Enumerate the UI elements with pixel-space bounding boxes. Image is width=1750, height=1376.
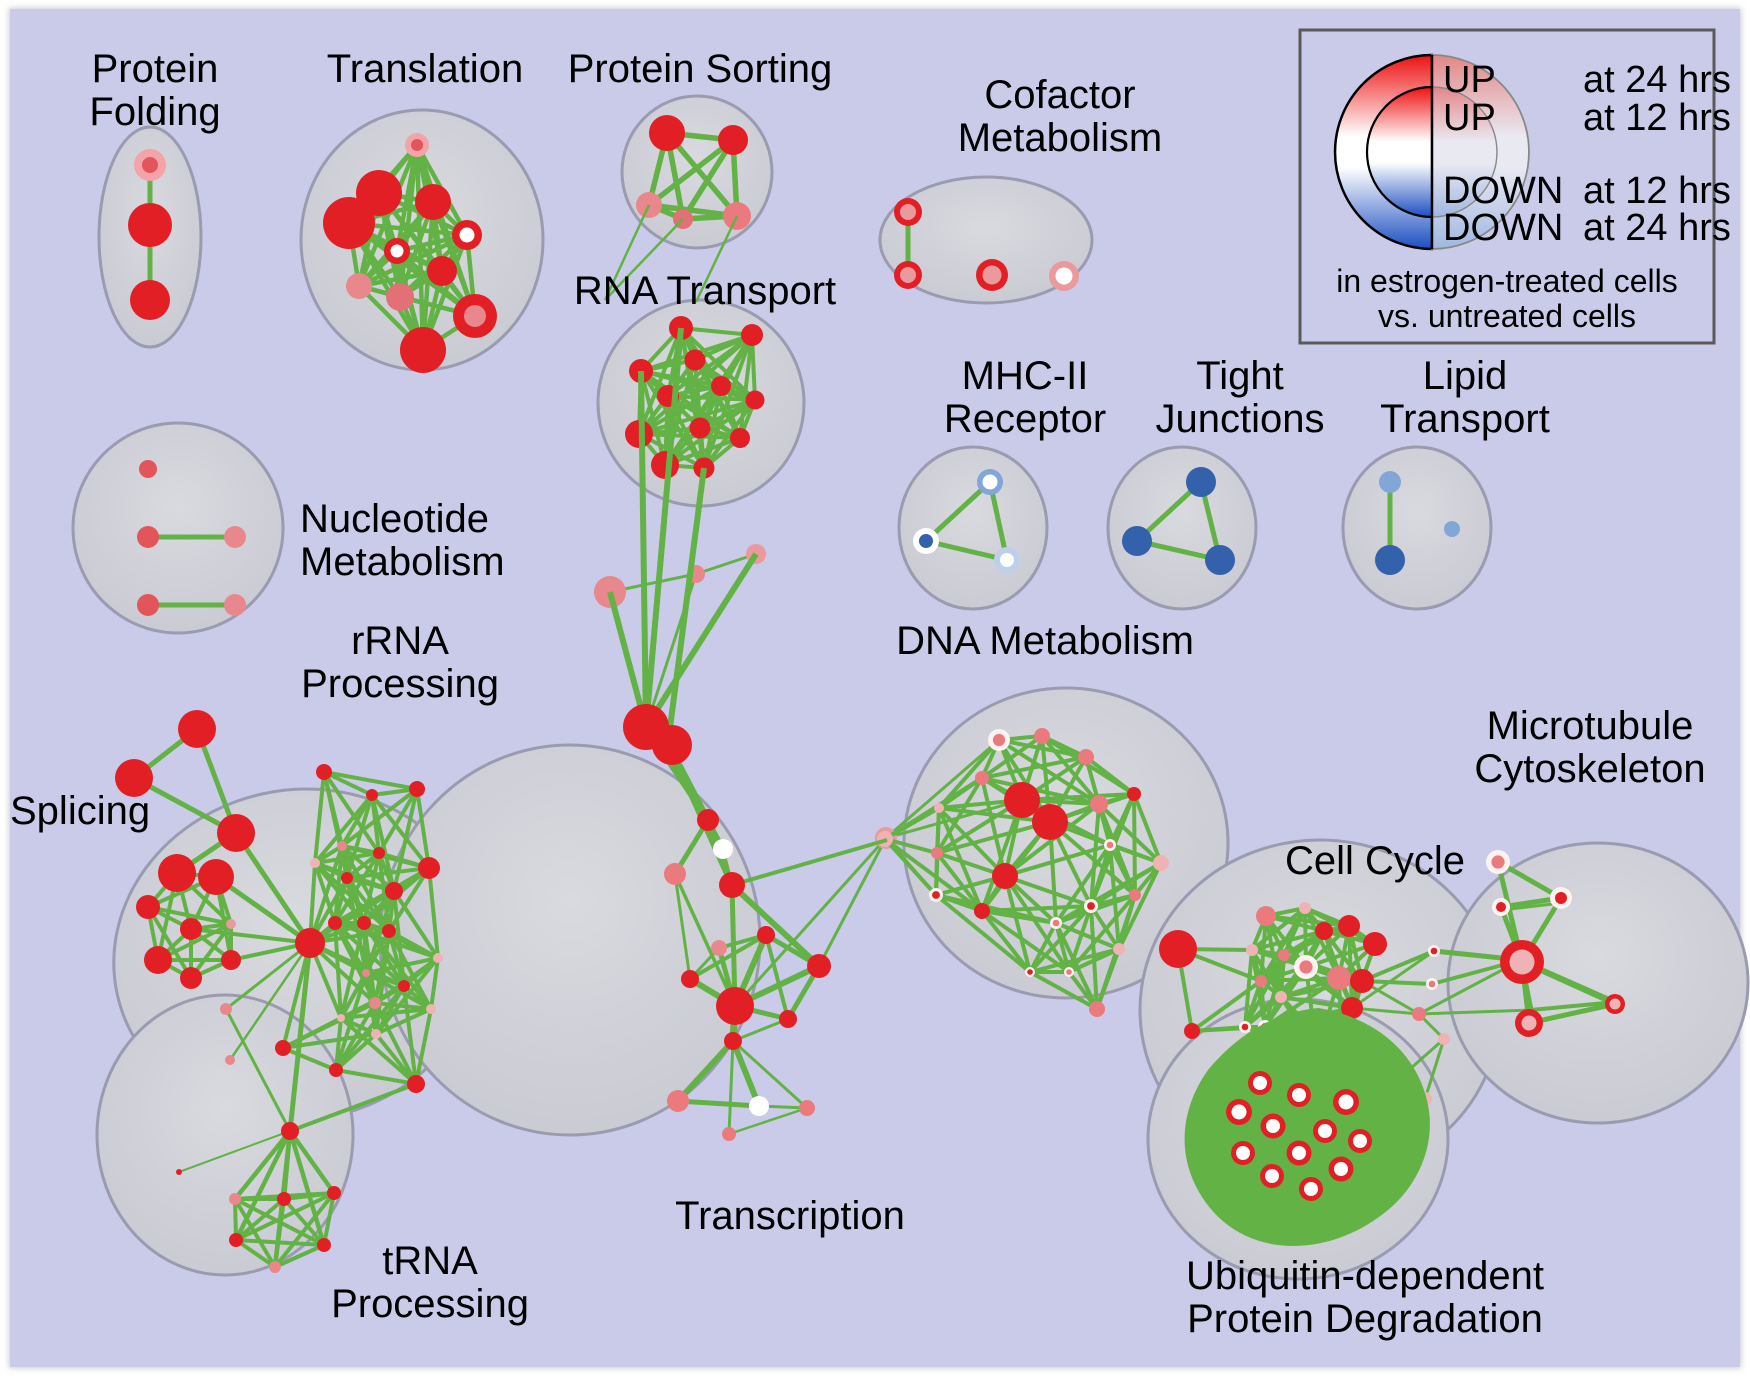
svg-text:vs. untreated cells: vs. untreated cells — [1378, 298, 1636, 334]
svg-text:DOWN: DOWN — [1443, 170, 1563, 212]
svg-text:at 12 hrs: at 12 hrs — [1583, 97, 1731, 139]
svg-text:at 12 hrs: at 12 hrs — [1583, 170, 1731, 212]
svg-text:DOWN: DOWN — [1443, 207, 1563, 249]
svg-text:UP: UP — [1443, 59, 1496, 101]
svg-text:in estrogen-treated cells: in estrogen-treated cells — [1336, 263, 1678, 299]
svg-text:at 24 hrs: at 24 hrs — [1583, 207, 1731, 249]
svg-text:at 24 hrs: at 24 hrs — [1583, 59, 1731, 101]
svg-text:UP: UP — [1443, 97, 1496, 139]
